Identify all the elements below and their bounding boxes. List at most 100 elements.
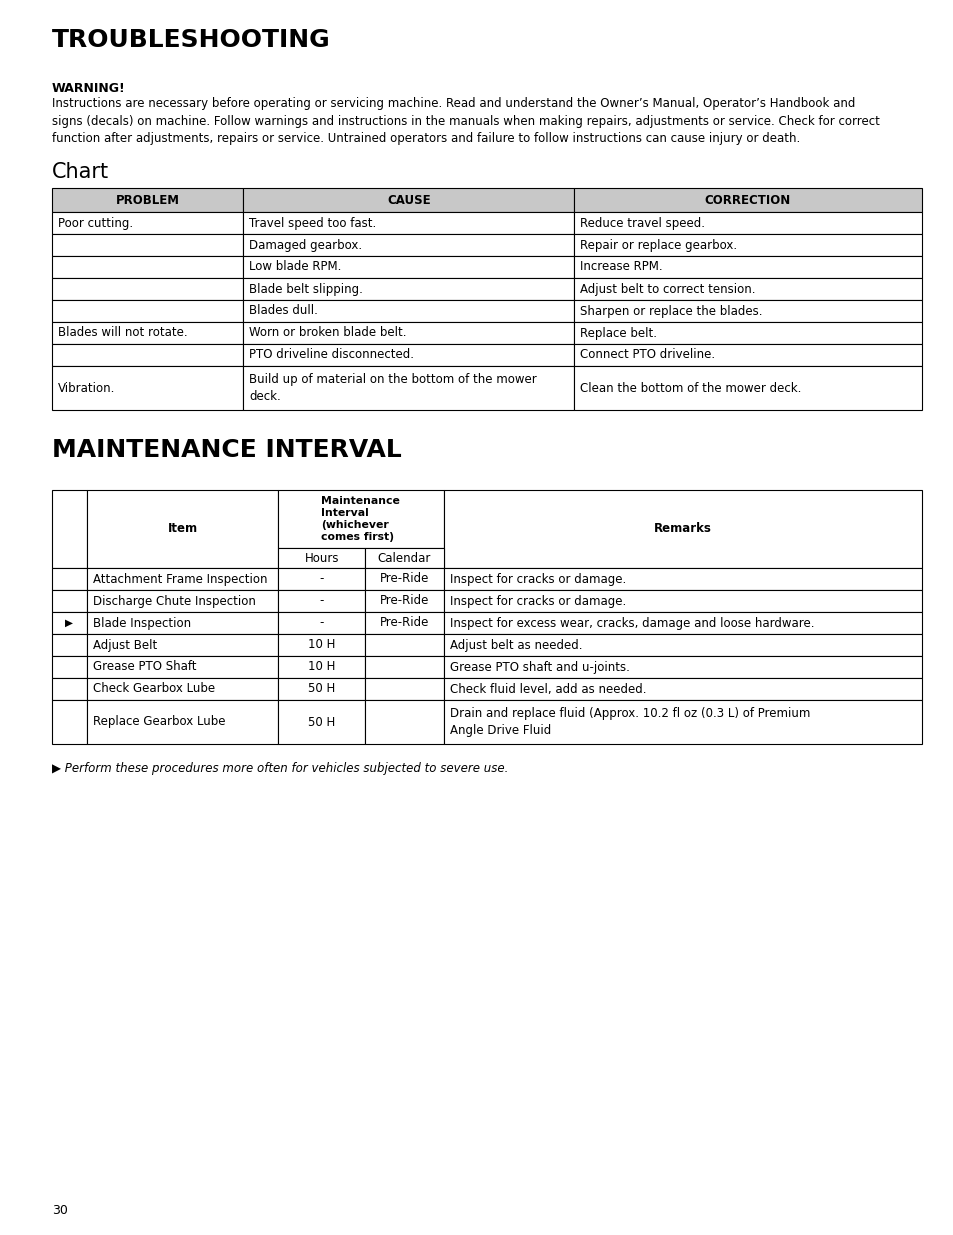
Text: 30: 30 (52, 1204, 68, 1216)
Bar (574, 300, 921, 322)
Bar (365, 590, 443, 613)
Text: PROBLEM: PROBLEM (115, 194, 179, 206)
Bar (52, 300, 243, 322)
Bar (52, 568, 87, 590)
Bar (52, 345, 243, 366)
Text: Travel speed too fast.: Travel speed too fast. (249, 216, 376, 230)
Bar (278, 590, 365, 613)
Bar (52, 278, 243, 300)
Bar (574, 278, 921, 300)
Text: Grease PTO shaft and u-joints.: Grease PTO shaft and u-joints. (449, 661, 629, 673)
Bar (443, 568, 921, 590)
Bar (87, 634, 278, 656)
Text: Pre-Ride: Pre-Ride (379, 573, 429, 585)
Bar (52, 634, 87, 656)
Bar (574, 256, 921, 278)
Bar (87, 490, 278, 568)
Bar (243, 322, 574, 345)
Bar (87, 700, 278, 743)
Text: Sharpen or replace the blades.: Sharpen or replace the blades. (579, 305, 761, 317)
Text: MAINTENANCE INTERVAL: MAINTENANCE INTERVAL (52, 438, 401, 462)
Bar (365, 634, 443, 656)
Bar (243, 300, 574, 322)
Text: -: - (319, 616, 324, 630)
Text: Replace Gearbox Lube: Replace Gearbox Lube (92, 715, 225, 729)
Bar (278, 656, 365, 678)
Text: Increase RPM.: Increase RPM. (579, 261, 662, 273)
Text: Damaged gearbox.: Damaged gearbox. (249, 238, 362, 252)
Text: 50 H: 50 H (308, 683, 335, 695)
Bar (52, 366, 243, 410)
Text: Inspect for cracks or damage.: Inspect for cracks or damage. (449, 573, 625, 585)
Text: Pre-Ride: Pre-Ride (379, 594, 429, 608)
Text: Item: Item (168, 522, 197, 536)
Bar (278, 568, 365, 590)
Text: -: - (319, 573, 324, 585)
Text: Repair or replace gearbox.: Repair or replace gearbox. (579, 238, 737, 252)
Text: Build up of material on the bottom of the mower
deck.: Build up of material on the bottom of th… (249, 373, 537, 403)
Text: Inspect for cracks or damage.: Inspect for cracks or damage. (449, 594, 625, 608)
Text: Blade belt slipping.: Blade belt slipping. (249, 283, 363, 295)
Bar (278, 613, 365, 634)
Bar (278, 634, 365, 656)
Bar (365, 568, 443, 590)
Text: 50 H: 50 H (308, 715, 335, 729)
Text: -: - (319, 594, 324, 608)
Bar (443, 613, 921, 634)
Bar (243, 278, 574, 300)
Bar (443, 678, 921, 700)
Bar (87, 613, 278, 634)
Bar (365, 613, 443, 634)
Text: 10 H: 10 H (308, 638, 335, 652)
Bar (443, 590, 921, 613)
Bar (87, 678, 278, 700)
Text: Blades will not rotate.: Blades will not rotate. (58, 326, 188, 340)
Bar (278, 700, 365, 743)
Bar (52, 590, 87, 613)
Text: Adjust belt to correct tension.: Adjust belt to correct tension. (579, 283, 755, 295)
Bar (243, 188, 574, 212)
Bar (365, 678, 443, 700)
Text: Discharge Chute Inspection: Discharge Chute Inspection (92, 594, 255, 608)
Text: Connect PTO driveline.: Connect PTO driveline. (579, 348, 715, 362)
Text: Remarks: Remarks (653, 522, 711, 536)
Text: WARNING!: WARNING! (52, 82, 126, 95)
Bar (243, 366, 574, 410)
Text: Pre-Ride: Pre-Ride (379, 616, 429, 630)
Bar (243, 233, 574, 256)
Bar (52, 233, 243, 256)
Text: Instructions are necessary before operating or servicing machine. Read and under: Instructions are necessary before operat… (52, 98, 879, 144)
Bar (443, 634, 921, 656)
Bar (574, 188, 921, 212)
Text: ▶: ▶ (66, 618, 73, 629)
Text: PTO driveline disconnected.: PTO driveline disconnected. (249, 348, 414, 362)
Bar (52, 256, 243, 278)
Bar (574, 366, 921, 410)
Text: Worn or broken blade belt.: Worn or broken blade belt. (249, 326, 407, 340)
Bar (443, 490, 921, 568)
Bar (574, 233, 921, 256)
Bar (87, 656, 278, 678)
Bar (278, 678, 365, 700)
Bar (365, 700, 443, 743)
Bar (574, 322, 921, 345)
Text: ▶ Perform these procedures more often for vehicles subjected to severe use.: ▶ Perform these procedures more often fo… (52, 762, 508, 776)
Text: Vibration.: Vibration. (58, 382, 115, 394)
Bar (278, 490, 443, 548)
Text: Blade Inspection: Blade Inspection (92, 616, 191, 630)
Text: Reduce travel speed.: Reduce travel speed. (579, 216, 704, 230)
Bar (574, 212, 921, 233)
Bar (278, 548, 365, 568)
Bar (243, 256, 574, 278)
Text: Check Gearbox Lube: Check Gearbox Lube (92, 683, 214, 695)
Text: Adjust belt as needed.: Adjust belt as needed. (449, 638, 581, 652)
Text: Attachment Frame Inspection: Attachment Frame Inspection (92, 573, 267, 585)
Bar (243, 212, 574, 233)
Text: Inspect for excess wear, cracks, damage and loose hardware.: Inspect for excess wear, cracks, damage … (449, 616, 813, 630)
Text: Hours: Hours (304, 552, 338, 564)
Bar (443, 700, 921, 743)
Bar (52, 700, 87, 743)
Bar (52, 678, 87, 700)
Bar (52, 188, 243, 212)
Bar (87, 568, 278, 590)
